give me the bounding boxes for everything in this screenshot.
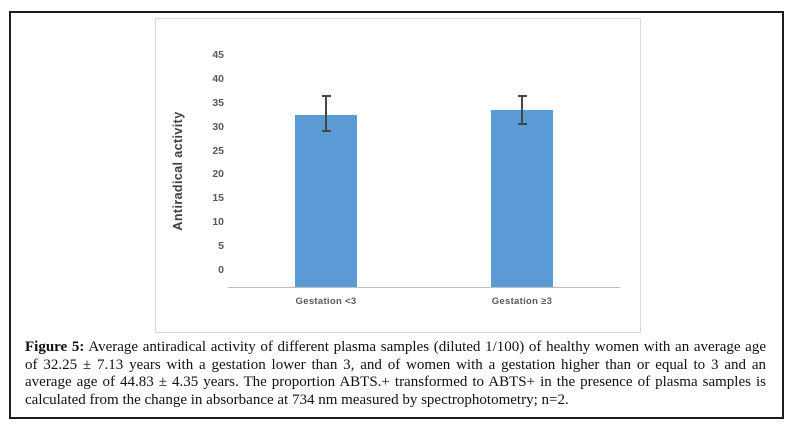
error-bar-cap-bottom-2 — [517, 123, 527, 126]
figure-caption: Figure 5: Average antiradical activity of… — [25, 339, 766, 409]
y-axis-tick-label: 25 — [212, 144, 224, 157]
chart-container: Antiradical activity 0 5 10 15 20 25 30 35 40 45 G… — [155, 18, 641, 333]
y-axis-tick-label: 30 — [212, 120, 224, 133]
error-bar-line-2 — [521, 95, 523, 125]
error-bar-cap-bottom-1 — [321, 130, 331, 133]
x-axis-category-label-1: Gestation <3 — [295, 296, 357, 307]
bar-1 — [295, 114, 357, 287]
y-axis-tick-label: 15 — [212, 192, 224, 205]
y-axis-title: Antiradical activity — [171, 111, 185, 231]
y-axis-tick-label: 5 — [218, 240, 224, 253]
bar-2 — [491, 109, 553, 287]
figure-caption-text: Average antiradical activity of differen… — [25, 339, 766, 408]
x-axis-line — [228, 287, 620, 288]
y-axis-tick-label: 40 — [212, 72, 224, 85]
error-bar-cap-top-2 — [517, 94, 527, 97]
error-bar-cap-top-1 — [321, 94, 331, 97]
y-axis-tick-label: 35 — [212, 96, 224, 109]
y-axis-tick-label: 20 — [212, 168, 224, 181]
figure-caption-label: Figure 5: — [25, 339, 85, 355]
x-axis-category-label-2: Gestation ≥3 — [491, 296, 553, 307]
error-bar-line-1 — [325, 95, 327, 132]
y-axis-tick-label: 45 — [212, 48, 224, 61]
y-axis-tick-label: 0 — [218, 264, 224, 276]
y-axis-tick-label: 10 — [212, 216, 224, 229]
